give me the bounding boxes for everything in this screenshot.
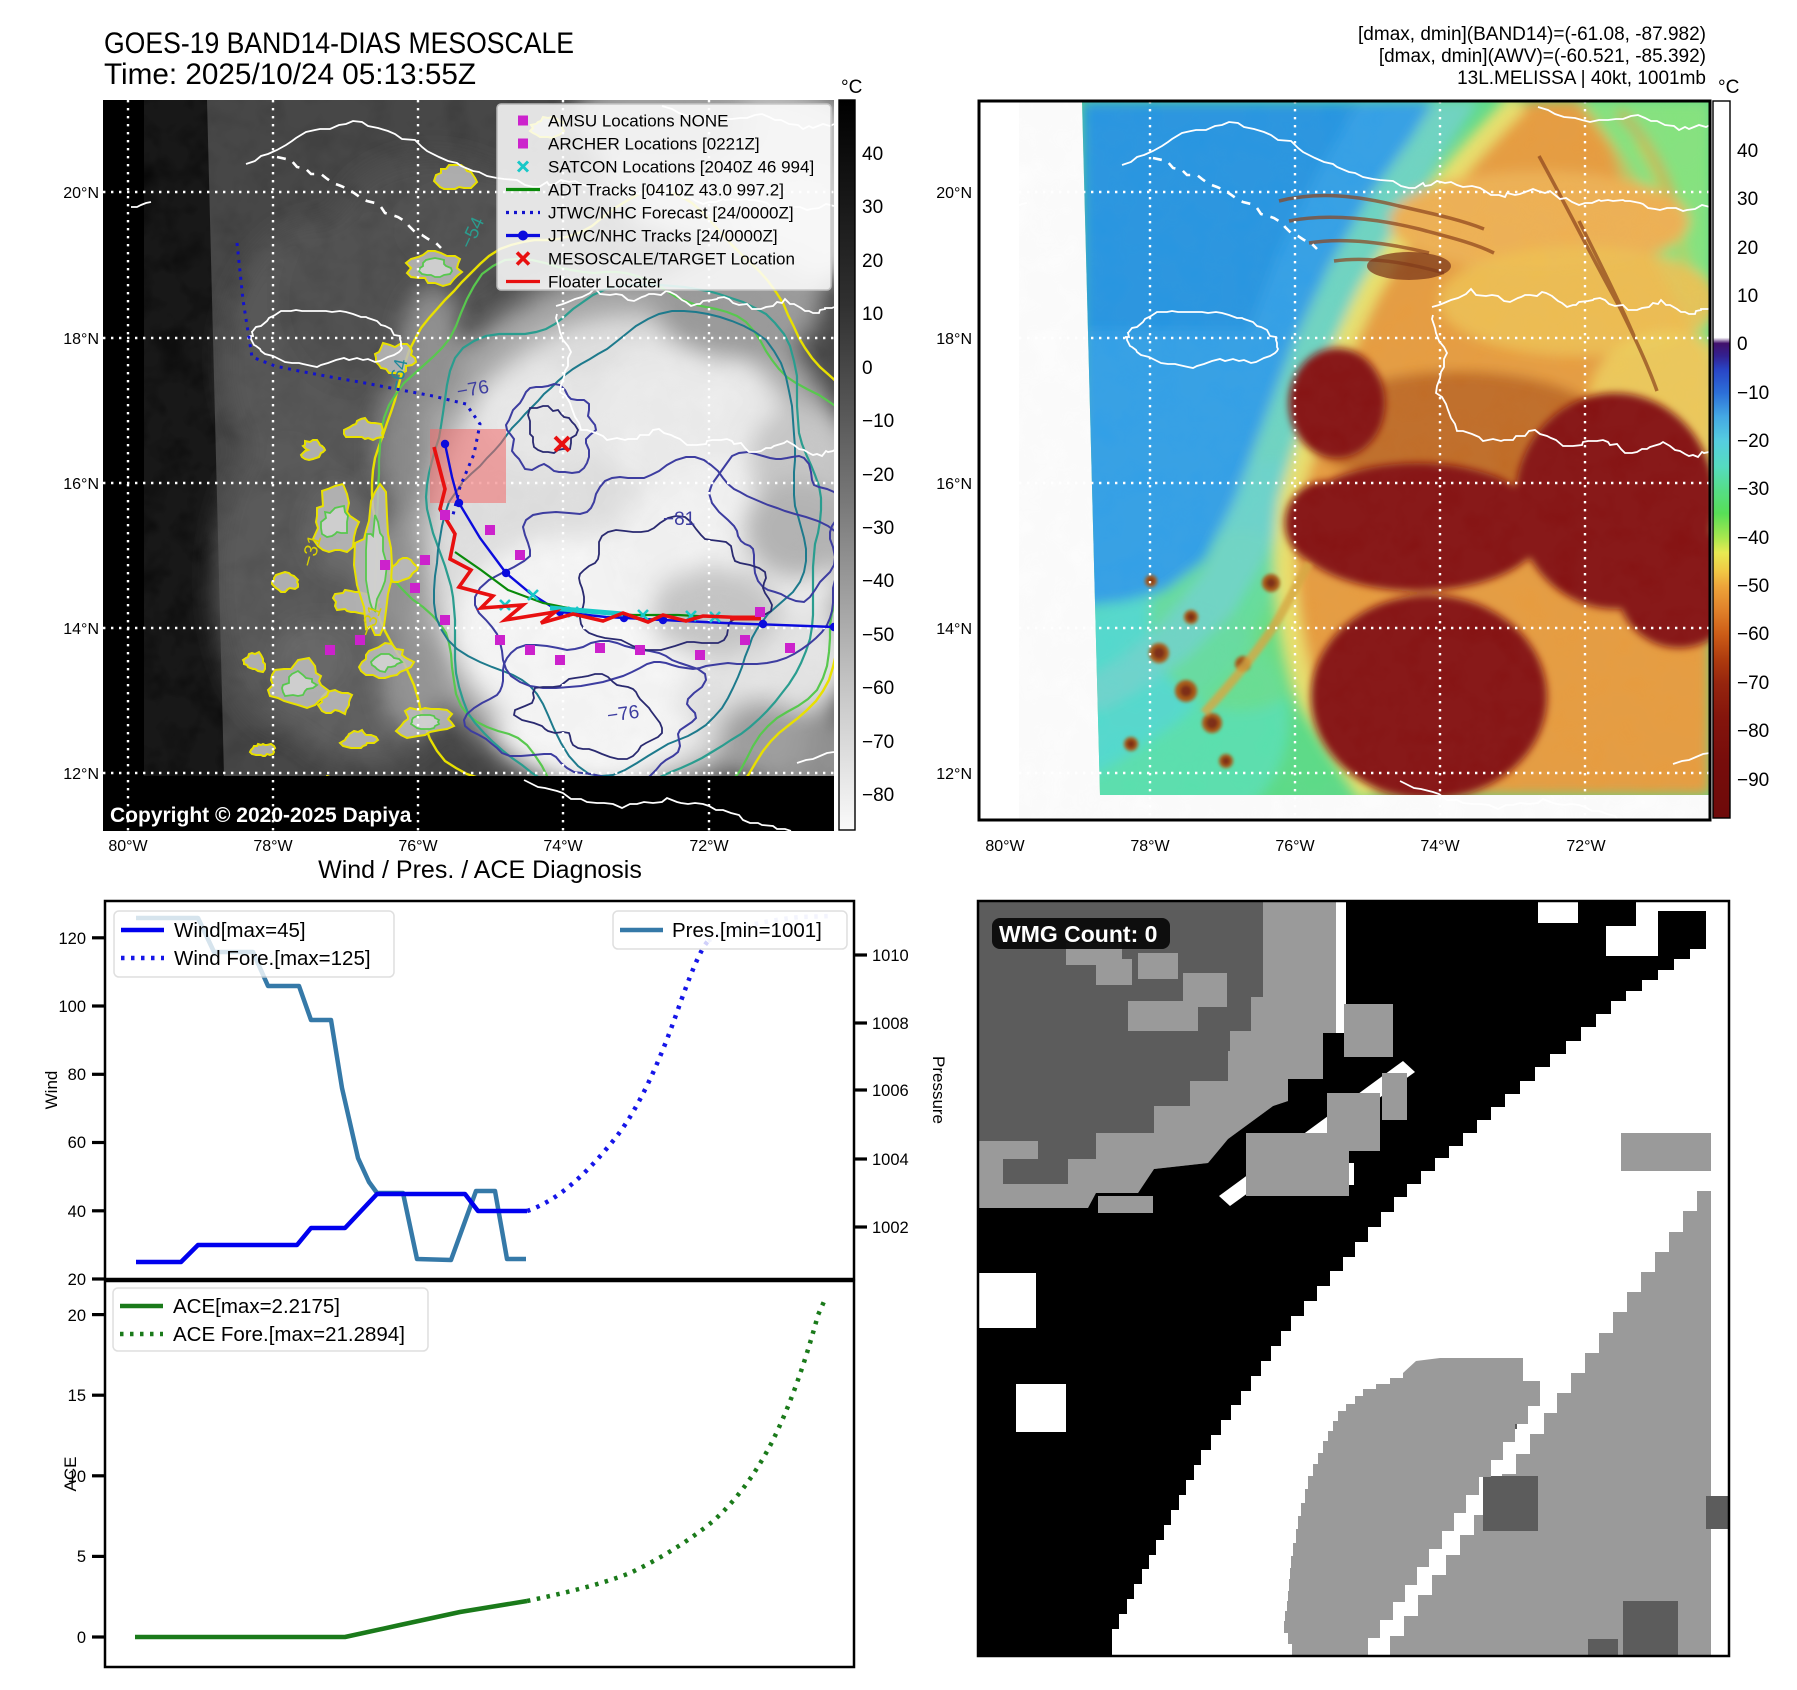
svg-text:80: 80: [68, 1066, 86, 1084]
svg-text:74°W: 74°W: [1420, 838, 1460, 855]
svg-text:−80: −80: [1737, 721, 1769, 742]
svg-text:100: 100: [58, 998, 86, 1016]
svg-text:20: 20: [862, 251, 883, 272]
svg-text:10: 10: [68, 1468, 86, 1486]
svg-text:ACE Fore.[max=21.2894]: ACE Fore.[max=21.2894]: [173, 1323, 405, 1346]
svg-text:[dmax, dmin](AWV)=(-60.521, -8: [dmax, dmin](AWV)=(-60.521, -85.392): [1379, 46, 1706, 67]
svg-text:−81: −81: [663, 509, 695, 530]
svg-text:30: 30: [1737, 189, 1758, 210]
svg-text:SATCON Locations [2040Z 46 994: SATCON Locations [2040Z 46 994]: [548, 158, 814, 177]
svg-text:Wind Fore.[max=125]: Wind Fore.[max=125]: [174, 947, 371, 970]
svg-text:14°N: 14°N: [936, 621, 972, 638]
svg-text:10: 10: [862, 304, 883, 325]
svg-text:1008: 1008: [872, 1015, 909, 1033]
svg-text:Wind / Pres. / ACE Diagnosis: Wind / Pres. / ACE Diagnosis: [318, 856, 642, 884]
svg-text:AMSU Locations NONE: AMSU Locations NONE: [548, 112, 728, 131]
svg-text:−20: −20: [862, 465, 894, 486]
svg-text:Time: 2025/10/24 05:13:55Z: Time: 2025/10/24 05:13:55Z: [104, 58, 476, 91]
svg-text:78°W: 78°W: [1130, 838, 1170, 855]
svg-text:JTWC/NHC Forecast [24/0000Z]: JTWC/NHC Forecast [24/0000Z]: [548, 204, 794, 223]
svg-text:20°N: 20°N: [936, 185, 972, 202]
svg-text:1004: 1004: [872, 1151, 909, 1169]
svg-text:60: 60: [68, 1134, 86, 1152]
svg-text:−60: −60: [1737, 624, 1769, 645]
svg-text:−10: −10: [1737, 383, 1769, 404]
svg-text:Wind[max=45]: Wind[max=45]: [174, 919, 306, 942]
svg-text:20: 20: [68, 1271, 86, 1289]
svg-text:12°N: 12°N: [936, 766, 972, 783]
svg-text:1006: 1006: [872, 1082, 909, 1100]
svg-text:40: 40: [1737, 141, 1758, 162]
svg-text:15: 15: [68, 1387, 86, 1405]
svg-text:0: 0: [1737, 334, 1748, 355]
svg-text:20: 20: [68, 1307, 86, 1325]
svg-text:14°N: 14°N: [63, 621, 99, 638]
svg-text:20: 20: [1737, 238, 1758, 259]
svg-text:Wind: Wind: [42, 1071, 61, 1110]
svg-text:13L.MELISSA | 40kt, 1001mb: 13L.MELISSA | 40kt, 1001mb: [1457, 68, 1706, 89]
svg-text:72°W: 72°W: [1566, 838, 1606, 855]
svg-text:ADT Tracks [0410Z 43.0 997.2]: ADT Tracks [0410Z 43.0 997.2]: [548, 181, 784, 200]
svg-text:80°W: 80°W: [985, 838, 1025, 855]
svg-text:−80: −80: [862, 785, 894, 806]
svg-text:18°N: 18°N: [63, 331, 99, 348]
svg-text:ARCHER Locations [0221Z]: ARCHER Locations [0221Z]: [548, 135, 760, 154]
svg-text:−40: −40: [1737, 528, 1769, 549]
svg-text:0: 0: [862, 358, 873, 379]
svg-text:74°W: 74°W: [543, 838, 583, 855]
svg-text:ACE: ACE: [61, 1457, 80, 1492]
svg-text:1002: 1002: [872, 1219, 909, 1237]
svg-text:20°N: 20°N: [63, 185, 99, 202]
svg-text:−50: −50: [1737, 576, 1769, 597]
svg-text:−70: −70: [1737, 673, 1769, 694]
svg-text:Pressure: Pressure: [929, 1056, 948, 1124]
svg-text:76°W: 76°W: [398, 838, 438, 855]
svg-text:Pres.[min=1001]: Pres.[min=1001]: [672, 919, 822, 942]
svg-text:Copyright © 2020-2025 Dapiya: Copyright © 2020-2025 Dapiya: [110, 804, 412, 827]
svg-text:16°N: 16°N: [63, 476, 99, 493]
svg-text:−50: −50: [862, 625, 894, 646]
svg-text:10: 10: [1737, 286, 1758, 307]
svg-text:WMG Count: 0: WMG Count: 0: [999, 921, 1157, 947]
svg-text:−20: −20: [1737, 431, 1769, 452]
svg-text:[dmax, dmin](BAND14)=(-61.08,: [dmax, dmin](BAND14)=(-61.08, -87.982): [1358, 24, 1706, 45]
svg-text:°C: °C: [841, 77, 862, 98]
svg-text:76°W: 76°W: [1275, 838, 1315, 855]
svg-text:−60: −60: [862, 678, 894, 699]
svg-text:12°N: 12°N: [63, 766, 99, 783]
svg-text:ACE[max=2.2175]: ACE[max=2.2175]: [173, 1295, 340, 1318]
svg-text:0: 0: [77, 1629, 86, 1647]
svg-text:−76: −76: [606, 702, 641, 727]
svg-text:−40: −40: [862, 571, 894, 592]
svg-text:16°N: 16°N: [936, 476, 972, 493]
svg-text:40: 40: [862, 144, 883, 165]
svg-text:Floater Locater: Floater Locater: [548, 273, 663, 292]
svg-text:JTWC/NHC Tracks [24/0000Z]: JTWC/NHC Tracks [24/0000Z]: [548, 227, 778, 246]
svg-text:80°W: 80°W: [108, 838, 148, 855]
svg-text:5: 5: [77, 1548, 86, 1566]
svg-text:°C: °C: [1718, 77, 1739, 98]
svg-text:72°W: 72°W: [689, 838, 729, 855]
svg-text:MESOSCALE/TARGET Location: MESOSCALE/TARGET Location: [548, 250, 795, 269]
svg-text:−10: −10: [862, 411, 894, 432]
svg-text:−30: −30: [862, 518, 894, 539]
svg-text:40: 40: [68, 1203, 86, 1221]
svg-text:18°N: 18°N: [936, 331, 972, 348]
svg-text:−70: −70: [862, 732, 894, 753]
svg-text:−90: −90: [1737, 770, 1769, 791]
svg-text:GOES-19 BAND14-DIAS MESOSCALE: GOES-19 BAND14-DIAS MESOSCALE: [104, 27, 574, 60]
svg-text:30: 30: [862, 197, 883, 218]
svg-text:1010: 1010: [872, 947, 909, 965]
svg-text:120: 120: [58, 930, 86, 948]
svg-text:78°W: 78°W: [253, 838, 293, 855]
svg-text:−30: −30: [1737, 479, 1769, 500]
